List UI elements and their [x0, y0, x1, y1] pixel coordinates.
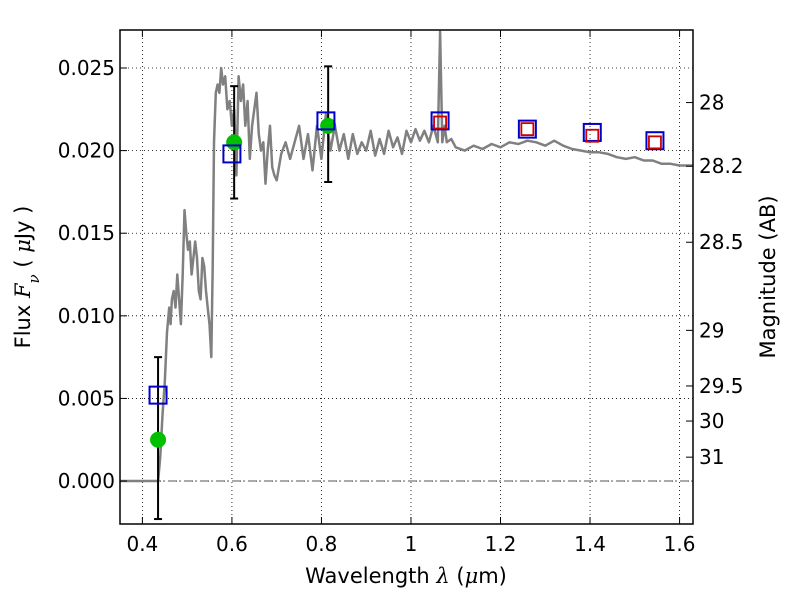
y-tick-label: 0.005: [58, 386, 115, 410]
model-photometry-square: [222, 144, 242, 164]
y2-tick-label: 29.5: [699, 374, 744, 398]
markers-group: [148, 111, 665, 448]
model-photometry-square: [517, 119, 537, 139]
y2-tick-label: 31: [699, 445, 724, 469]
synthetic-photometry-square: [648, 135, 662, 150]
plot-frame: [119, 29, 694, 525]
observed-point: [150, 431, 167, 448]
model-photometry-square: [316, 111, 336, 131]
observed-point: [320, 117, 337, 134]
x-axis-label: Wavelength λ (μm): [305, 564, 507, 588]
y-tick-label: 0.025: [58, 56, 115, 80]
synthetic-photometry-square: [520, 122, 535, 137]
x-tick-label: 1.6: [664, 532, 696, 556]
y2-axis-label: Magnitude (AB): [756, 195, 780, 358]
y2-tick-label: 30: [699, 409, 724, 433]
x-tick-label: 0.4: [126, 532, 158, 556]
sed-model-line: [120, 30, 693, 483]
y2-tick-label: 29: [699, 318, 724, 342]
x-tick-label: 1: [405, 532, 418, 556]
x-tick-label: 1.4: [574, 532, 606, 556]
y-tick-label: 0.010: [58, 304, 115, 328]
sed-line-group: [120, 30, 693, 483]
model-photometry-square: [148, 385, 168, 405]
y-ticks: 0.000 0.005 0.010 0.015 0.020 0.025: [58, 56, 127, 493]
synthetic-photometry-square: [433, 115, 447, 130]
y2-tick-label: 28: [699, 91, 724, 115]
y2-ticks: 28 28.2 28.5 29 29.5 30 31: [686, 91, 744, 469]
synthetic-photometry-square: [585, 128, 600, 143]
y-tick-label: 0.015: [58, 221, 115, 245]
y-tick-label: 0.020: [58, 139, 115, 163]
y2-tick-label: 28.5: [699, 230, 744, 254]
x-tick-label: 1.2: [485, 532, 517, 556]
y-tick-label: 0.000: [58, 469, 115, 493]
x-ticks: 0.4 0.6 0.8 1 1.2 1.4 1.6: [126, 30, 695, 556]
observed-point: [226, 134, 243, 151]
x-tick-label: 0.8: [306, 532, 338, 556]
y2-tick-label: 28.2: [699, 154, 744, 178]
x-tick-label: 0.6: [216, 532, 248, 556]
y-axis-label: Flux Fν ( μJy ): [11, 206, 43, 349]
